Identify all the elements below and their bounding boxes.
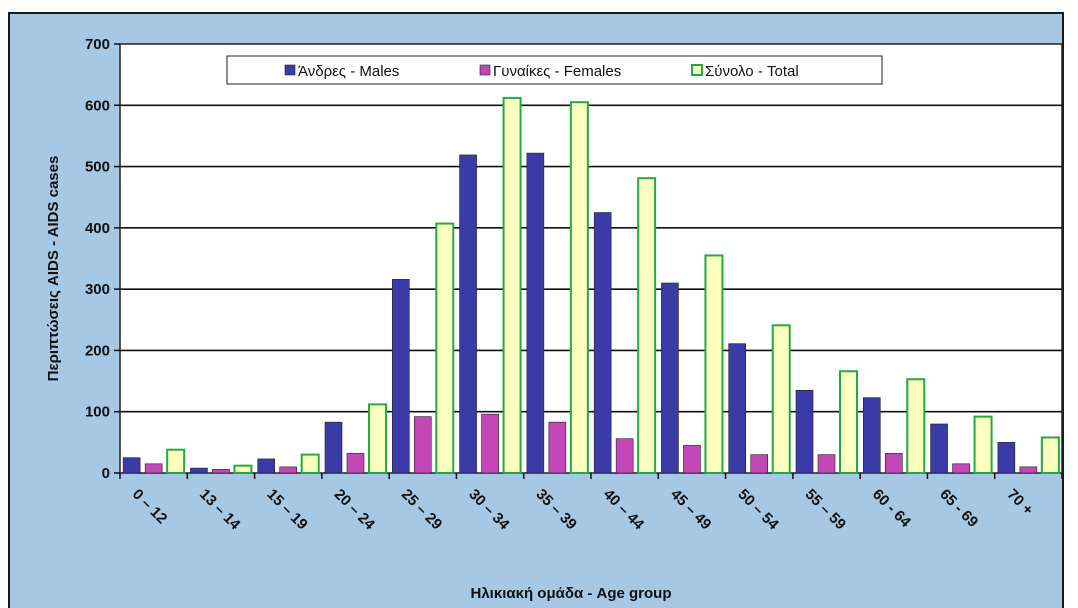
y-tick-label: 200 <box>85 342 110 359</box>
bar-males <box>728 343 747 474</box>
bar-females <box>144 463 163 474</box>
bar-males <box>862 397 881 474</box>
bar-females <box>750 454 769 474</box>
plot-area <box>119 43 1063 474</box>
bar-total <box>906 378 926 474</box>
y-tick-label: 700 <box>85 36 110 53</box>
bar-females <box>615 438 634 474</box>
bar-females <box>1019 466 1038 474</box>
legend-label-total: Σύνολο - Total <box>705 63 799 80</box>
bar-females <box>683 445 701 474</box>
bar-total <box>704 254 724 474</box>
legend-label-males: Άνδρες - Males <box>298 63 399 80</box>
x-tick-label: 65 - 69 <box>936 486 981 531</box>
gridlines <box>120 104 1062 413</box>
x-tick-label: 20 – 24 <box>331 486 379 534</box>
legend-box <box>226 55 883 85</box>
bar-total <box>973 415 993 475</box>
x-tick-label: 70 + <box>1004 486 1037 519</box>
bar-total <box>839 370 858 474</box>
x-tick-label: 45 – 49 <box>667 486 714 533</box>
y-axis-title: Περιπτώσεις AIDS - AIDS cases <box>45 156 62 382</box>
bar-total <box>166 448 186 474</box>
x-tick-label: 60 - 64 <box>869 486 915 532</box>
x-tick-label: 30 – 34 <box>465 486 513 534</box>
bar-males <box>391 279 410 474</box>
bar-females <box>884 453 903 474</box>
bar-males <box>661 282 679 474</box>
bar-females <box>346 453 365 474</box>
bar-males <box>593 212 612 474</box>
bar-females <box>279 466 298 474</box>
legend: Άνδρες - Males Γυναίκες - Females Σύνολο… <box>226 55 883 85</box>
bar-females <box>212 469 230 474</box>
x-tick-label: 35 – 39 <box>533 486 580 533</box>
bar-total <box>435 222 455 474</box>
y-tick-label: 500 <box>85 159 110 176</box>
y-tick-label: 400 <box>85 220 110 237</box>
bar-total <box>637 177 657 474</box>
bar-males <box>190 467 208 474</box>
bar-males <box>459 154 477 474</box>
y-tick-label: 0 <box>102 465 110 482</box>
x-tick-label: 0 – 12 <box>129 486 171 528</box>
bar-females <box>817 454 836 474</box>
bar-total <box>569 101 589 474</box>
legend-swatch-males <box>284 64 296 76</box>
bars <box>122 96 1060 475</box>
bar-females <box>952 463 970 474</box>
bar-males <box>122 457 141 474</box>
bar-males <box>795 389 814 474</box>
y-tick-label: 600 <box>85 97 110 114</box>
bar-total <box>502 96 522 474</box>
bar-total <box>233 464 253 475</box>
bar-males <box>930 423 948 474</box>
y-axis-ticks: 0 100 200 300 400 500 600 700 <box>85 36 120 482</box>
x-tick-label: 15 – 19 <box>263 486 310 533</box>
bar-females <box>413 416 432 474</box>
bar-total <box>771 324 791 474</box>
x-tick-label: 50 – 54 <box>734 486 782 534</box>
x-tick-label: 13 – 14 <box>196 486 244 534</box>
legend-swatch-females <box>479 64 491 76</box>
x-tick-label: 40 – 44 <box>600 486 648 534</box>
x-tick-label: 55 – 59 <box>802 486 849 533</box>
bar-total <box>1040 436 1060 474</box>
legend-swatch-total <box>691 64 703 76</box>
legend-label-females: Γυναίκες - Females <box>493 63 621 80</box>
x-tick-label: 25 – 29 <box>398 486 445 533</box>
y-tick-label: 100 <box>85 404 110 421</box>
bar-males <box>324 421 343 474</box>
x-axis-ticks: 0 – 12 13 – 14 15 – 19 20 – 24 25 – 29 30 – 3… <box>119 473 1063 534</box>
bar-females <box>548 421 567 474</box>
x-axis-title: Ηλικιακή ομάδα - Age group <box>471 585 672 602</box>
bar-males <box>257 458 276 474</box>
bar-males <box>526 152 545 474</box>
bar-total <box>300 453 320 475</box>
y-tick-label: 300 <box>85 281 110 298</box>
bar-males <box>997 442 1016 474</box>
bar-females <box>481 413 499 474</box>
bar-total <box>368 403 387 474</box>
